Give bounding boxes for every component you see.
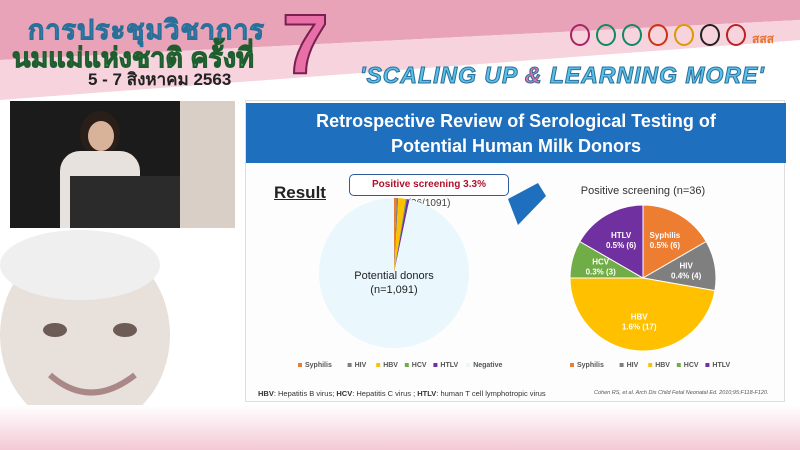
pie-slice-syphilis [642,204,707,279]
footnote-term: HTLV [417,389,437,398]
center-label: (n=1,091) [370,284,417,296]
logo [674,24,694,46]
logo [622,24,642,46]
legend-swatch [648,363,653,367]
conference-title-line1: การประชุมวิชาการ [28,15,265,46]
legend-label: HIV [627,362,639,369]
legend-swatch [466,363,471,367]
footnote-definition: : Hepatitis C virus ; [352,389,418,398]
pie-slice-htlv [394,199,410,273]
child-photo-decoration [0,230,170,425]
slide-title: Retrospective Review of Serological Test… [246,103,786,163]
footnote-definition: : human T cell lymphotropic virus [436,389,546,398]
pie-charts: Syphilis HIV HBV HCV HTLV Negative Potential d… [298,183,730,369]
slogan: 'SCALING UP & LEARNING MORE' [360,62,765,89]
logo [648,24,668,46]
legend-label: HBV [383,362,398,369]
legend-label: HTLV [440,362,458,369]
legend-label: HIV [355,362,367,369]
data-label: Syphilis [650,231,681,240]
conference-number: 7 [281,0,330,91]
conference-date: 5 - 7 สิงหาคม 2563 [88,70,232,89]
footnote-term: HBV [258,389,274,398]
data-label: 0.4% (4) [671,271,702,280]
data-label: HIV [679,261,693,270]
footnote-definition: : Hepatitis B virus; [273,389,337,398]
pie-slice-hiv [394,198,399,273]
logo [570,24,590,46]
data-label: HCV [592,258,610,267]
legend-label: Syphilis [577,362,604,369]
bottom-band [0,405,800,450]
logo-sss: สสส [752,32,774,46]
arrow-icon [508,183,546,225]
data-label: HBV [631,313,649,322]
legend-label: HBV [655,362,670,369]
legend-swatch [570,363,574,367]
legend-swatch [347,363,352,367]
legend-label: HTLV [712,362,730,369]
pie-slice-htlv [579,204,644,279]
positive-screening-callout: Positive screening 3.3% (36/1091) [349,174,509,209]
legend-label: HCV [684,362,699,369]
legend-swatch [404,363,409,367]
footnote-term: HCV [336,389,353,398]
pie-slice-syphilis [394,198,397,273]
footnote: HBV: Hepatitis B virus; HCV: Hepatitis C… [258,389,546,398]
data-label: 1.6% (17) [622,323,657,332]
legend-label: Negative [473,362,502,369]
data-label: HTLV [611,231,632,240]
pie-slice-hcv [394,198,407,273]
chart-title: Positive screening (n=36) [581,185,705,197]
legend-swatch [376,363,381,367]
legend-label: HCV [412,362,427,369]
logo [726,24,746,46]
data-label: 0.5% (6) [606,241,637,250]
speaker-video [10,101,235,228]
legend-label: Syphilis [305,362,332,369]
legend-swatch [705,363,710,367]
conference-title-line2: นมแม่แห่งชาติ ครั้งที่ [12,43,255,74]
data-label: 0.3% (3) [586,268,617,277]
legend-swatch [676,363,681,367]
result-heading: Result [274,183,326,202]
pie-slice-hbv [569,277,716,352]
citation: Cohen RS, et al. Arch Dis Child Fetal Ne… [594,390,769,396]
presentation-slide: Retrospective Review of Serological Test… [245,100,786,402]
center-label: Potential donors [354,270,434,282]
legend-swatch [619,363,624,367]
legend-swatch [433,363,438,367]
legend-swatch [298,363,302,367]
logo [700,24,720,46]
sponsor-logos: สสส [570,24,774,49]
logo [596,24,616,46]
pie-slice-negative [319,198,470,349]
pie-slice-hbv [394,198,406,273]
data-label: 0.5% (6) [650,241,681,250]
